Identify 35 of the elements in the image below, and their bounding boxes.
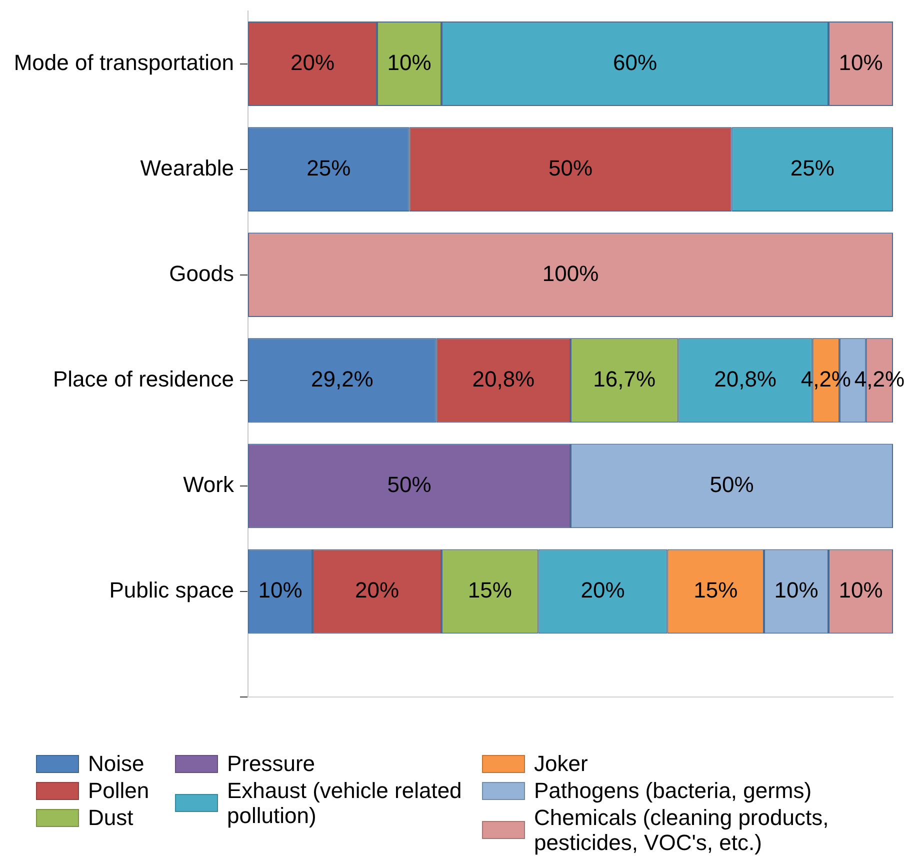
data-label: 50%	[387, 472, 432, 497]
y-tick-label: Wearable	[140, 155, 234, 180]
legend-label: Pathogens (bacteria, germs)	[534, 778, 812, 803]
data-label: 20%	[290, 50, 335, 75]
legend-label: Chemicals (cleaning products, pesticides, VOC's, etc.)	[534, 805, 830, 855]
data-label: 10%	[774, 578, 818, 603]
data-label: 60%	[612, 50, 658, 75]
y-tick-label: Place of residence	[53, 366, 234, 392]
legend-label: Exhaust (vehicle related pollution)	[227, 778, 463, 828]
legend-label: Pressure	[227, 751, 316, 776]
legend-label: Noise	[88, 751, 144, 776]
data-label: 16,7%	[593, 366, 656, 392]
data-label: 10%	[838, 50, 883, 75]
data-label: 20,8%	[714, 366, 776, 392]
data-label: 50%	[548, 155, 593, 180]
legend-label: Pollen	[88, 778, 150, 803]
data-label: 20%	[354, 578, 400, 603]
data-label: 10%	[258, 578, 302, 603]
data-label: 20,8%	[472, 366, 535, 392]
legend-label: Joker	[534, 751, 588, 776]
y-tick-label: Goods	[169, 260, 234, 286]
data-label: 15%	[694, 578, 738, 603]
data-label: 10%	[387, 50, 432, 75]
data-label: 25%	[790, 155, 834, 180]
data-label: 29,2%	[310, 366, 374, 392]
data-label: 20%	[580, 578, 625, 603]
y-tick-label: Mode of transportation	[14, 50, 234, 75]
y-tick-label: Work	[183, 472, 235, 497]
data-label: 10%	[838, 578, 883, 603]
data-label: 100%	[542, 260, 599, 286]
legend-label: Dust	[88, 805, 134, 830]
data-label: 15%	[468, 578, 512, 603]
data-label: 50%	[710, 472, 754, 497]
data-label: 25%	[306, 155, 351, 180]
y-tick-label: Public space	[109, 578, 234, 603]
